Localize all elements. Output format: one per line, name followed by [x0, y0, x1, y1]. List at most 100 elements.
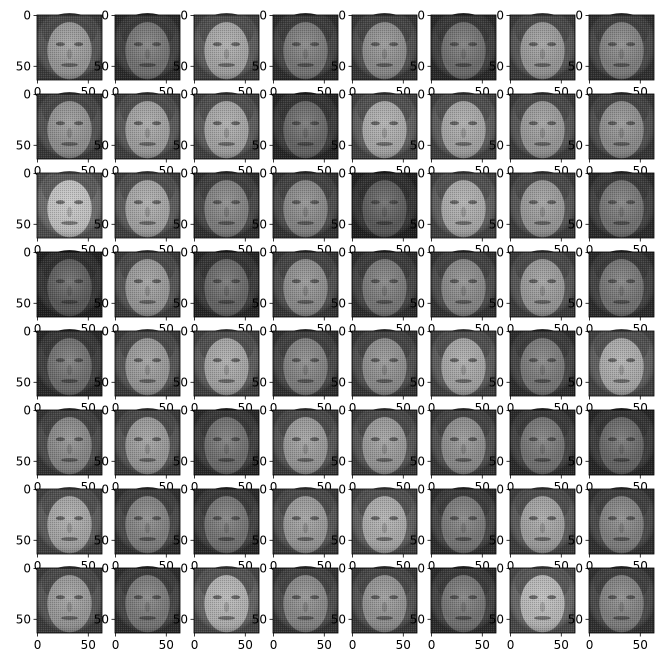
- panel-texture: [115, 15, 180, 80]
- y-tick-label: 0: [417, 483, 425, 497]
- y-tick-label: 50: [410, 296, 425, 310]
- panel-texture: [352, 410, 417, 475]
- y-tick-label: 0: [496, 483, 504, 497]
- x-tick-label: 0: [34, 480, 42, 494]
- y-tick-label: 0: [259, 246, 267, 260]
- y-tick-label: 0: [259, 167, 267, 181]
- panel-texture: [510, 489, 575, 554]
- axes-frame: [430, 14, 497, 81]
- y-tick-label: 50: [568, 296, 583, 310]
- y-tick-label: 0: [496, 325, 504, 339]
- y-tick-label: 0: [180, 246, 188, 260]
- y-tick-label: 50: [16, 217, 31, 231]
- x-tick-label: 0: [349, 322, 357, 336]
- axes-frame: [588, 251, 655, 318]
- y-tick-label: 0: [23, 562, 31, 576]
- y-tick-label: 50: [173, 612, 188, 626]
- panel-texture: [510, 252, 575, 317]
- y-tick-label: 0: [259, 88, 267, 102]
- y-tick-label: 0: [23, 325, 31, 339]
- y-tick-label: 0: [259, 562, 267, 576]
- y-tick-label: 0: [417, 325, 425, 339]
- y-tick-label: 50: [568, 612, 583, 626]
- y-tick-label: 50: [94, 296, 109, 310]
- panel-texture: [352, 15, 417, 80]
- panel-texture: [115, 489, 180, 554]
- y-tick-label: 50: [410, 138, 425, 152]
- y-tick-label: 0: [180, 325, 188, 339]
- axes-frame: [430, 93, 497, 160]
- y-tick-label: 50: [568, 217, 583, 231]
- y-tick-label: 50: [252, 217, 267, 231]
- axes-frame: [36, 251, 103, 318]
- y-tick-label: 50: [489, 454, 504, 468]
- y-tick-label: 50: [173, 533, 188, 547]
- y-tick-label: 0: [338, 562, 346, 576]
- panel-texture: [431, 173, 496, 238]
- y-tick-label: 0: [496, 9, 504, 23]
- panel-texture: [273, 94, 338, 159]
- y-tick-label: 0: [496, 167, 504, 181]
- x-tick-label: 0: [34, 164, 42, 178]
- x-tick-label: 50: [81, 638, 96, 652]
- y-tick-label: 0: [417, 562, 425, 576]
- y-tick-label: 0: [259, 483, 267, 497]
- y-tick-label: 50: [252, 533, 267, 547]
- panel-texture: [431, 252, 496, 317]
- x-tick-label: 0: [191, 322, 199, 336]
- axes-frame: [36, 330, 103, 397]
- axes-frame: [272, 14, 339, 81]
- y-tick-label: 0: [417, 167, 425, 181]
- y-tick-label: 0: [575, 88, 583, 102]
- panel-texture: [589, 568, 654, 633]
- axes-frame: [509, 251, 576, 318]
- panel-texture: [273, 568, 338, 633]
- x-tick-label: 50: [317, 638, 332, 652]
- axes-frame: [272, 488, 339, 555]
- y-tick-label: 50: [410, 59, 425, 73]
- axes-frame: [114, 14, 181, 81]
- x-tick-label: 0: [270, 480, 278, 494]
- axes-frame: [509, 14, 576, 81]
- panel-texture: [510, 410, 575, 475]
- axes-frame: [272, 409, 339, 476]
- axes-frame: [509, 172, 576, 239]
- x-tick-label: 0: [349, 85, 357, 99]
- panel-texture: [589, 94, 654, 159]
- y-tick-label: 50: [410, 375, 425, 389]
- panel-texture: [273, 410, 338, 475]
- x-tick-label: 0: [270, 559, 278, 573]
- y-tick-label: 0: [417, 88, 425, 102]
- panel-texture: [352, 252, 417, 317]
- axes-frame: [193, 567, 260, 634]
- y-tick-label: 50: [489, 296, 504, 310]
- x-tick-label: 0: [34, 243, 42, 257]
- panel-texture: [194, 568, 259, 633]
- x-tick-label: 0: [428, 480, 436, 494]
- y-tick-label: 0: [575, 246, 583, 260]
- panel-texture: [37, 252, 102, 317]
- y-tick-label: 0: [496, 88, 504, 102]
- x-tick-label: 0: [428, 401, 436, 415]
- x-tick-label: 50: [554, 638, 569, 652]
